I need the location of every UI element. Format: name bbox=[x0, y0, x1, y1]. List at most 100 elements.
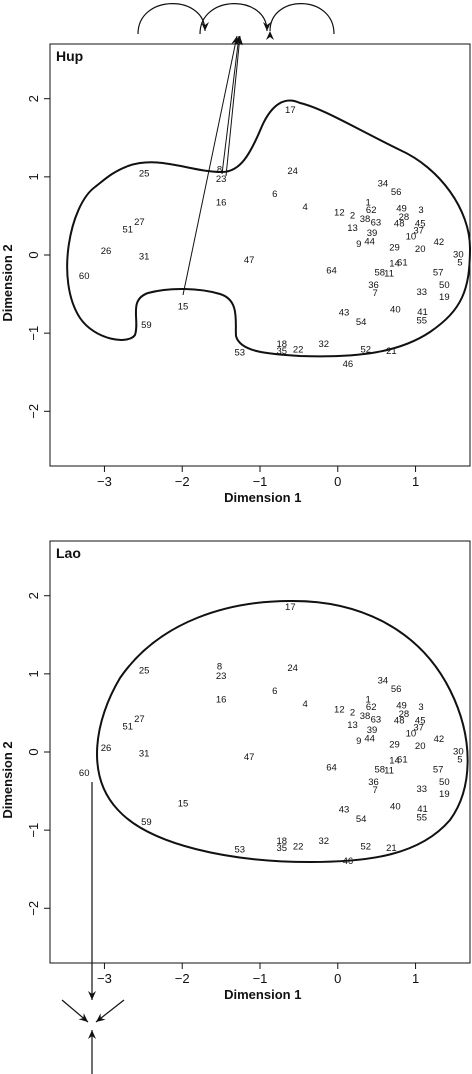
point-label: 16 bbox=[216, 197, 227, 208]
point-label: 30 bbox=[453, 250, 464, 261]
point-label: 3 bbox=[418, 205, 423, 216]
x-tick-label: −1 bbox=[253, 971, 268, 986]
point-label: 28 bbox=[399, 709, 410, 720]
point-label: 6 bbox=[272, 686, 277, 697]
point-label: 39 bbox=[367, 725, 378, 736]
point-label: 59 bbox=[141, 320, 152, 331]
point-label: 45 bbox=[415, 218, 426, 229]
point-label: 57 bbox=[433, 765, 444, 776]
x-tick-label: −2 bbox=[175, 971, 190, 986]
y-tick-label: 1 bbox=[26, 173, 41, 180]
point-label: 29 bbox=[389, 243, 400, 254]
point-label: 13 bbox=[347, 223, 358, 234]
y-tick-label: 2 bbox=[26, 95, 41, 102]
point-label: 35 bbox=[276, 346, 287, 357]
point-label: 30 bbox=[453, 747, 464, 758]
point-label: 29 bbox=[389, 740, 400, 751]
point-label: 52 bbox=[360, 841, 371, 852]
convergence-arrows bbox=[61, 782, 125, 1074]
point-label: 9 bbox=[356, 736, 361, 747]
point-label: 21 bbox=[386, 843, 397, 854]
point-label: 54 bbox=[356, 814, 367, 825]
point-label: 31 bbox=[139, 748, 150, 759]
plot-frame bbox=[49, 540, 471, 964]
y-axis-title: Dimension 2 bbox=[0, 244, 15, 321]
point-label: 13 bbox=[347, 720, 358, 731]
point-label: 22 bbox=[293, 344, 304, 355]
point-label: 54 bbox=[356, 317, 367, 328]
point-label: 12 bbox=[334, 208, 345, 219]
point-label: 51 bbox=[122, 225, 133, 236]
point-label: 25 bbox=[139, 168, 150, 179]
point-label: 55 bbox=[416, 812, 427, 823]
point-label: 50 bbox=[439, 777, 450, 788]
point-label: 20 bbox=[415, 741, 426, 752]
point-label: 2 bbox=[350, 211, 355, 222]
point-label: 64 bbox=[326, 265, 337, 276]
point-label: 31 bbox=[139, 251, 150, 262]
y-tick-label: −1 bbox=[26, 326, 41, 341]
y-tick-label: −2 bbox=[26, 901, 41, 916]
point-label: 4 bbox=[302, 202, 307, 213]
point-label: 33 bbox=[416, 287, 427, 298]
point-label: 42 bbox=[434, 237, 445, 248]
panel-title: Hup bbox=[56, 48, 83, 64]
point-label: 40 bbox=[390, 304, 401, 315]
point-label: 41 bbox=[417, 307, 428, 318]
y-axis-title: Dimension 2 bbox=[0, 741, 15, 818]
point-label: 60 bbox=[79, 768, 90, 779]
point-label: 24 bbox=[287, 663, 298, 674]
point-label: 7 bbox=[372, 785, 377, 796]
point-label: 58 bbox=[374, 268, 385, 279]
point-label: 10 bbox=[406, 232, 417, 243]
point-label: 27 bbox=[134, 714, 145, 725]
point-label: 46 bbox=[343, 359, 354, 370]
cluster-boundary bbox=[96, 599, 469, 864]
point-label: 33 bbox=[416, 784, 427, 795]
point-label: 5 bbox=[457, 755, 462, 766]
x-axis-title: Dimension 1 bbox=[224, 490, 301, 505]
point-label: 51 bbox=[122, 722, 133, 733]
point-label: 56 bbox=[391, 187, 402, 198]
point-label: 23 bbox=[216, 671, 227, 682]
top-transition-arcs bbox=[137, 3, 335, 41]
y-tick-label: 0 bbox=[26, 748, 41, 755]
point-label: 23 bbox=[216, 174, 227, 185]
point-label: 47 bbox=[244, 255, 255, 266]
x-tick-label: −2 bbox=[175, 474, 190, 489]
point-label: 45 bbox=[415, 715, 426, 726]
link-arrows bbox=[182, 35, 244, 296]
point-label: 61 bbox=[397, 755, 408, 766]
panel-title: Lao bbox=[56, 545, 81, 561]
point-label: 15 bbox=[178, 798, 189, 809]
point-label: 38 bbox=[360, 214, 371, 225]
point-label: 58 bbox=[374, 765, 385, 776]
point-label: 59 bbox=[141, 817, 152, 828]
x-axis-title: Dimension 1 bbox=[224, 987, 301, 1002]
x-tick-label: 1 bbox=[412, 971, 419, 986]
x-tick-label: −1 bbox=[253, 474, 268, 489]
point-label: 17 bbox=[285, 602, 296, 613]
y-tick-label: 1 bbox=[26, 670, 41, 677]
point-label: 2 bbox=[350, 708, 355, 719]
point-label: 47 bbox=[244, 752, 255, 763]
point-label: 43 bbox=[339, 805, 350, 816]
point-label: 61 bbox=[397, 258, 408, 269]
y-tick-label: −2 bbox=[26, 404, 41, 419]
point-label: 21 bbox=[386, 346, 397, 357]
point-label: 55 bbox=[416, 315, 427, 326]
point-label: 49 bbox=[396, 701, 407, 712]
y-tick-label: −1 bbox=[26, 823, 41, 838]
point-label: 14 bbox=[389, 755, 400, 766]
point-label: 11 bbox=[384, 765, 394, 776]
point-label: 43 bbox=[339, 308, 350, 319]
x-tick-label: 1 bbox=[412, 474, 419, 489]
point-label: 48 bbox=[394, 218, 405, 229]
point-label: 64 bbox=[326, 762, 337, 773]
point-label: 50 bbox=[439, 280, 450, 291]
point-label: 16 bbox=[216, 694, 227, 705]
point-labels: 12 34567891011121314151617181920212223242… bbox=[79, 105, 464, 370]
y-tick-label: 0 bbox=[26, 251, 41, 258]
point-label: 8 bbox=[217, 165, 222, 176]
point-label: 53 bbox=[234, 347, 245, 358]
